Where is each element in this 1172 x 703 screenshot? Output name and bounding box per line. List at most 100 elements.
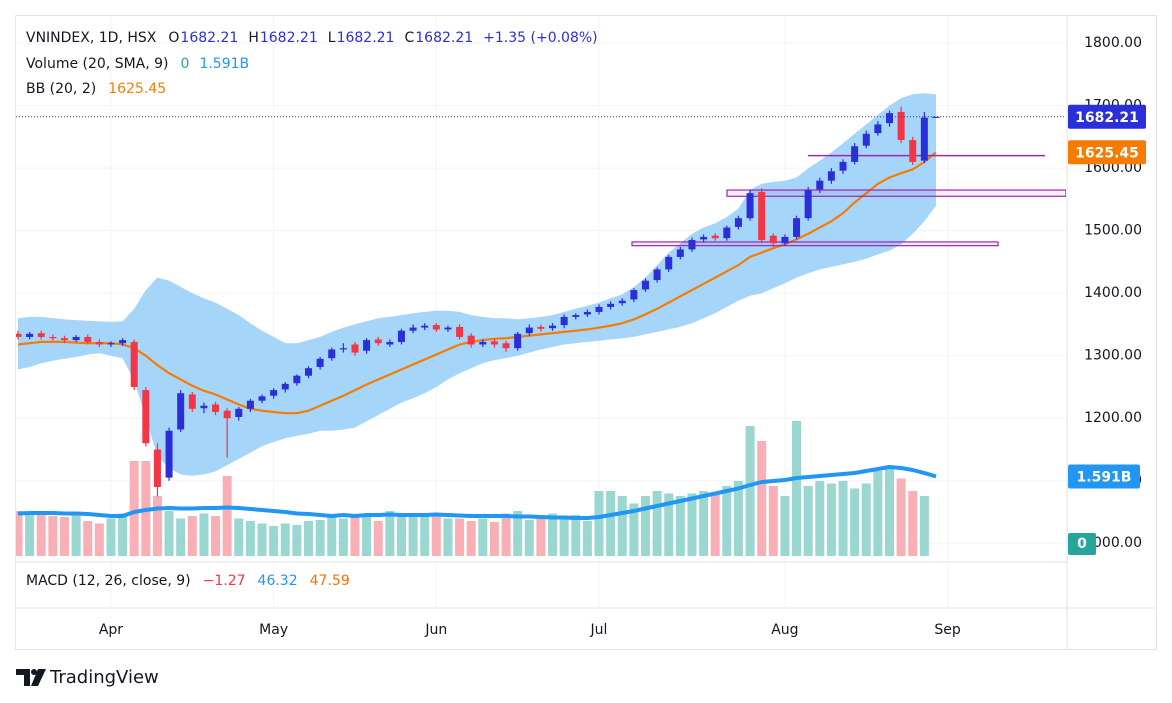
candle-body	[60, 338, 68, 341]
candle-body	[409, 327, 417, 331]
volume-bar	[362, 513, 372, 556]
open-value: 1682.21	[180, 30, 238, 46]
candle-body	[816, 180, 824, 190]
volume-bar	[199, 513, 209, 556]
volume-zero-box	[1068, 533, 1096, 555]
volume-bar	[501, 513, 511, 556]
volume-bar	[396, 513, 406, 556]
volume-bar	[118, 513, 128, 556]
volume-bar	[338, 518, 348, 556]
bb-basis	[17, 151, 937, 415]
volume-bar	[571, 515, 581, 556]
volume-bar	[106, 518, 116, 556]
candle-body	[374, 339, 382, 344]
brand-name: TradingView	[49, 667, 159, 688]
volume-bar	[594, 491, 604, 556]
volume-bar	[745, 426, 755, 556]
candle-body	[246, 400, 254, 409]
low-value: 1682.21	[337, 30, 395, 46]
x-tick-label: Jun	[424, 622, 447, 638]
candle-body	[456, 326, 464, 337]
candle-body	[316, 358, 324, 367]
candle-body	[897, 111, 905, 141]
candle-body	[479, 341, 487, 345]
candle-body	[641, 280, 649, 290]
candle-body	[851, 146, 859, 162]
candle-body	[874, 124, 882, 134]
candle-body	[165, 430, 173, 478]
candle-body	[339, 348, 347, 350]
volume-bar	[164, 511, 174, 556]
ohlc-letter: L	[328, 30, 336, 46]
candle-body	[281, 383, 289, 390]
candle-body	[502, 343, 510, 349]
candle-body	[758, 191, 766, 241]
volume-bar	[152, 496, 162, 556]
volume-bar	[48, 516, 58, 556]
candle-body	[653, 269, 661, 281]
candle-body	[212, 404, 220, 412]
candle-body	[723, 227, 731, 239]
volume-bar	[466, 521, 476, 556]
candle-body	[270, 390, 278, 396]
candle-body	[490, 341, 498, 345]
volume-bar	[385, 511, 395, 556]
level-zone	[631, 241, 999, 247]
candle-body	[328, 349, 336, 359]
candle-body	[688, 240, 696, 250]
ohlc-letter: C	[404, 30, 414, 46]
candle-body	[549, 325, 557, 329]
bb-basis-box	[1068, 140, 1146, 165]
volume-bar	[478, 518, 488, 556]
volume-bar	[269, 526, 279, 556]
volume-bar	[792, 421, 802, 556]
candle-body	[537, 326, 545, 329]
candle-body	[665, 256, 673, 270]
volume-bar	[455, 518, 465, 556]
y-tick-label: 1200.00	[1084, 410, 1142, 426]
candle-body	[525, 327, 533, 334]
volume-bar	[373, 521, 383, 556]
candle-body	[676, 249, 684, 257]
legend: VNINDEX, 1D, HSX O 1682.21 H 1682.21 L 1682.21…	[26, 30, 598, 589]
volume-bar	[25, 513, 35, 556]
candle-body	[560, 316, 568, 326]
volume-bar	[280, 523, 290, 556]
candle-body	[920, 117, 928, 161]
level-zone	[726, 189, 1066, 197]
x-tick-label: Jul	[590, 622, 608, 638]
volume-bar	[873, 471, 883, 556]
volume-bar	[548, 513, 558, 556]
candle-body	[886, 113, 893, 124]
volume-bar	[768, 486, 778, 556]
volume-bar	[850, 488, 860, 556]
bb-value: 1625.45	[108, 81, 166, 97]
candle-body	[188, 394, 196, 409]
candle-body	[769, 235, 777, 244]
volume-bar	[640, 496, 650, 556]
volume-bar	[757, 441, 767, 556]
candle-body	[107, 343, 115, 345]
x-tick-label: Sep	[934, 622, 961, 638]
x-tick-label: Aug	[771, 622, 798, 638]
candle-body	[37, 333, 45, 337]
volume-bar	[652, 491, 662, 556]
candle-body	[421, 325, 429, 328]
volume-bar	[16, 511, 23, 556]
volume-bar	[699, 491, 709, 556]
volume-bar	[687, 493, 697, 556]
volume-zero-label: 0	[1077, 536, 1087, 552]
volume-name: Volume (20, SMA, 9)	[26, 56, 169, 72]
candle-body	[839, 161, 847, 171]
grid	[16, 16, 1066, 607]
volume-sma-label: 1.591B	[1077, 469, 1132, 485]
volume-bar	[59, 517, 69, 556]
volume-bar	[408, 516, 418, 556]
candle-body	[595, 306, 603, 312]
volume-bar	[315, 520, 325, 556]
volume-bar	[420, 515, 430, 556]
volume-bar	[176, 518, 186, 556]
volume-bar	[292, 525, 302, 556]
candle-body	[467, 335, 475, 345]
volume-bar	[710, 493, 720, 556]
